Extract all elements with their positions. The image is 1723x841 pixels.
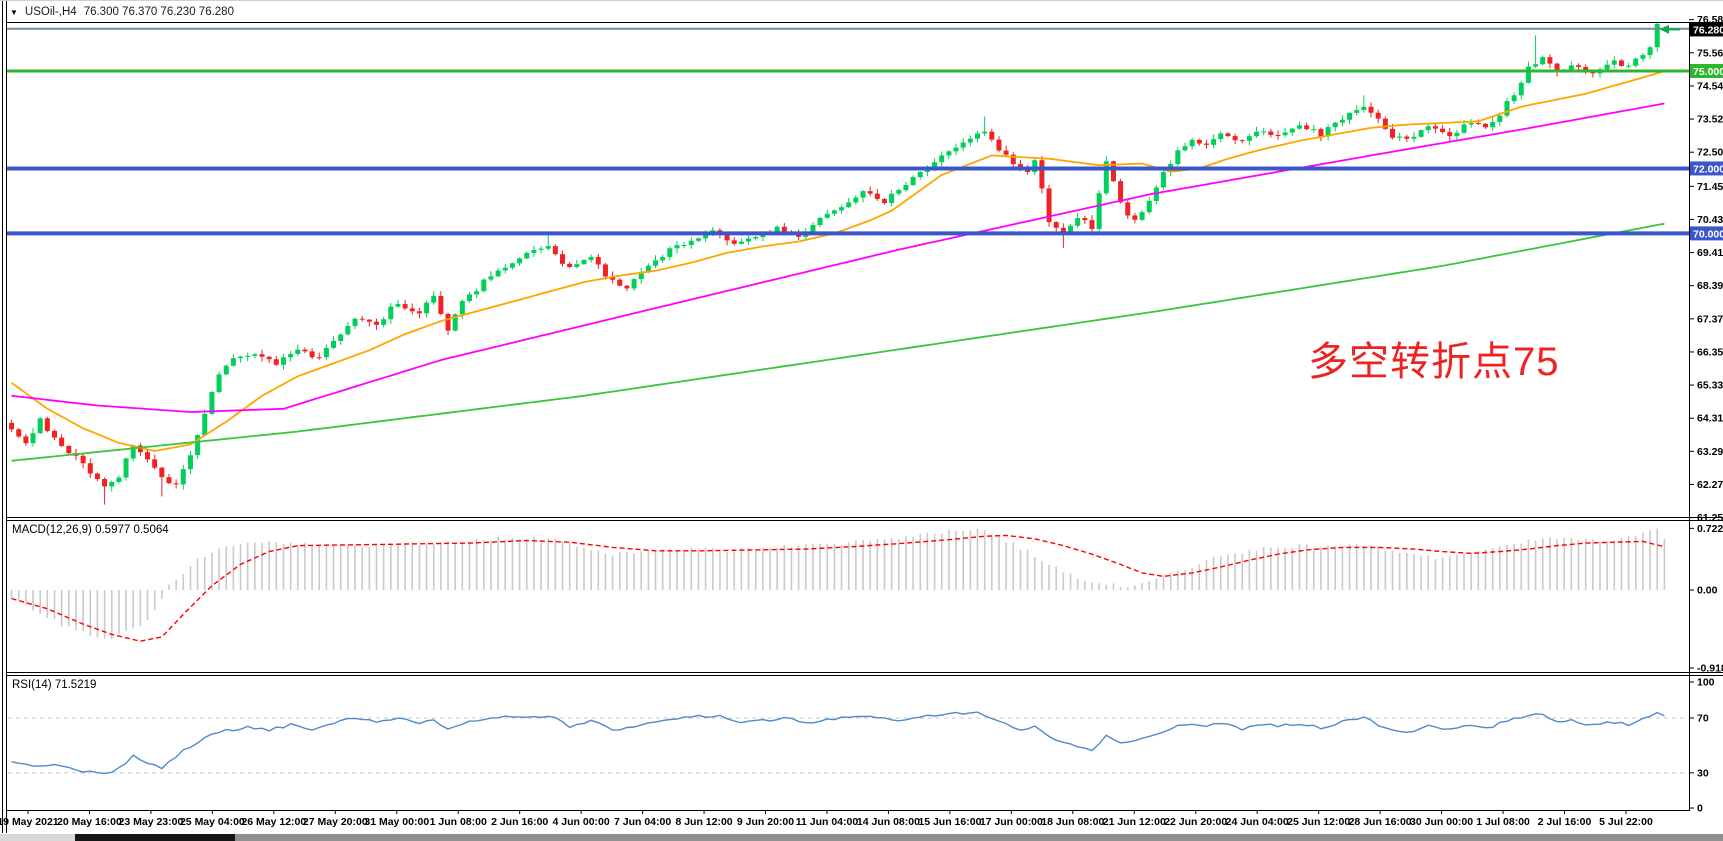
time-tick-label: 8 Jun 12:00	[675, 816, 732, 828]
macd-indicator-label: MACD(12,26,9) 0.5977 0.5064	[12, 524, 169, 536]
symbol-dropdown-icon[interactable]: ▼	[10, 7, 18, 17]
time-tick-label: 22 Jun 20:00	[1164, 816, 1227, 828]
macd-tick-label: 0.00	[1697, 585, 1718, 597]
annotation-text[interactable]: 多空转折点75	[1308, 340, 1560, 384]
price-tick-label: 67.370	[1697, 313, 1723, 325]
price-tick-label: 69.410	[1697, 247, 1723, 259]
time-tick-label: 11 Jun 04:00	[796, 816, 859, 828]
rsi-tick-label: 30	[1697, 767, 1709, 779]
candlesticks	[9, 23, 1667, 505]
rsi-line	[11, 711, 1665, 775]
time-tick-label: 7 Jun 04:00	[614, 816, 671, 828]
price-axis[interactable]: 76.58075.56074.54073.52072.50071.45070.4…	[1689, 14, 1723, 524]
price-badge-76.280: 76.280	[1690, 22, 1723, 37]
price-tick-label: 75.560	[1697, 47, 1723, 59]
macd-tick-label: -0.9185	[1697, 663, 1723, 675]
time-tick-label: 30 Jun 00:00	[1410, 816, 1473, 828]
time-tick-label: 26 May 12:00	[241, 816, 306, 828]
time-tick-label: 25 Jun 12:00	[1287, 816, 1350, 828]
rsi-tick-label: 100	[1697, 677, 1715, 689]
ma-mid-line	[11, 102, 1665, 413]
time-tick-label: 17 Jun 00:00	[980, 816, 1043, 828]
svg-text:75.000: 75.000	[1693, 66, 1723, 78]
ma-fast-line	[11, 70, 1665, 452]
svg-text:72.000: 72.000	[1693, 163, 1723, 175]
price-tick-label: 71.450	[1697, 181, 1723, 193]
price-tick-label: 72.500	[1697, 147, 1723, 159]
price-badge-72.000: 72.000	[1690, 161, 1723, 176]
price-tick-label: 70.430	[1697, 214, 1723, 226]
time-tick-label: 25 May 04:00	[180, 816, 245, 828]
price-tick-label: 61.250	[1697, 512, 1723, 524]
time-tick-label: 23 May 23:00	[119, 816, 184, 828]
time-tick-label: 20 May 16:00	[57, 816, 122, 828]
time-tick-label: 31 May 00:00	[364, 816, 429, 828]
price-badge-70.000: 70.000	[1690, 226, 1723, 241]
time-tick-label: 1 Jul 08:00	[1476, 816, 1530, 828]
time-tick-label: 2 Jul 16:00	[1538, 816, 1592, 828]
macd-signal-line	[11, 534, 1665, 642]
price-tick-label: 65.330	[1697, 380, 1723, 392]
rsi-indicator-label: RSI(14) 71.5219	[12, 679, 97, 691]
time-tick-label: 1 Jun 08:00	[430, 816, 487, 828]
horizontal-lines	[6, 27, 1689, 236]
time-tick-label: 14 Jun 08:00	[857, 816, 920, 828]
svg-text:70.000: 70.000	[1693, 228, 1723, 240]
time-tick-label: 18 Jun 08:00	[1041, 816, 1104, 828]
time-tick-label: 27 May 20:00	[303, 816, 368, 828]
time-tick-label: 9 Jun 20:00	[737, 816, 794, 828]
rsi-tick-label: 70	[1697, 712, 1709, 724]
chart-title-symbol: USOil-,H4	[24, 6, 77, 18]
time-tick-label: 5 Jul 22:00	[1599, 816, 1653, 828]
window-bottom-strip	[0, 834, 1723, 841]
price-tick-label: 73.520	[1697, 114, 1723, 126]
price-tick-label: 62.270	[1697, 479, 1723, 491]
last-price-arrow	[1660, 24, 1680, 34]
macd-tick-label: 0.7229	[1697, 523, 1723, 535]
macd-histogram	[10, 528, 1666, 639]
time-tick-label: 2 Jun 16:00	[491, 816, 548, 828]
price-tick-label: 68.390	[1697, 280, 1723, 292]
svg-text:76.280: 76.280	[1693, 24, 1723, 36]
ma-slow-line	[11, 222, 1665, 462]
macd-axis[interactable]: 0.7229 0.00 -0.9185	[1689, 523, 1723, 675]
price-tick-label: 64.310	[1697, 413, 1723, 425]
rsi-axis[interactable]: 100 70 30 0	[1689, 677, 1715, 815]
rsi-tick-label: 0	[1697, 803, 1703, 815]
time-tick-label: 28 Jun 16:00	[1349, 816, 1412, 828]
price-tick-label: 63.290	[1697, 446, 1723, 458]
time-tick-label: 15 Jun 16:00	[918, 816, 981, 828]
price-panel[interactable]	[9, 21, 1667, 505]
price-badge-75.000: 75.000	[1690, 64, 1723, 78]
time-tick-label: 4 Jun 00:00	[553, 816, 610, 828]
rsi-panel[interactable]	[8, 711, 1689, 775]
time-tick-label: 19 May 2021	[0, 816, 59, 828]
time-tick-label: 21 Jun 12:00	[1103, 816, 1166, 828]
price-tick-label: 66.350	[1697, 346, 1723, 358]
chart-title-bar: ▼ USOil-,H4 76.300 76.370 76.230 76.280	[10, 4, 234, 20]
macd-panel[interactable]	[10, 528, 1666, 642]
chart-title-ohlc: 76.300 76.370 76.230 76.280	[83, 6, 234, 18]
time-tick-label: 24 Jun 04:00	[1226, 816, 1289, 828]
price-tick-label: 74.540	[1697, 80, 1723, 92]
